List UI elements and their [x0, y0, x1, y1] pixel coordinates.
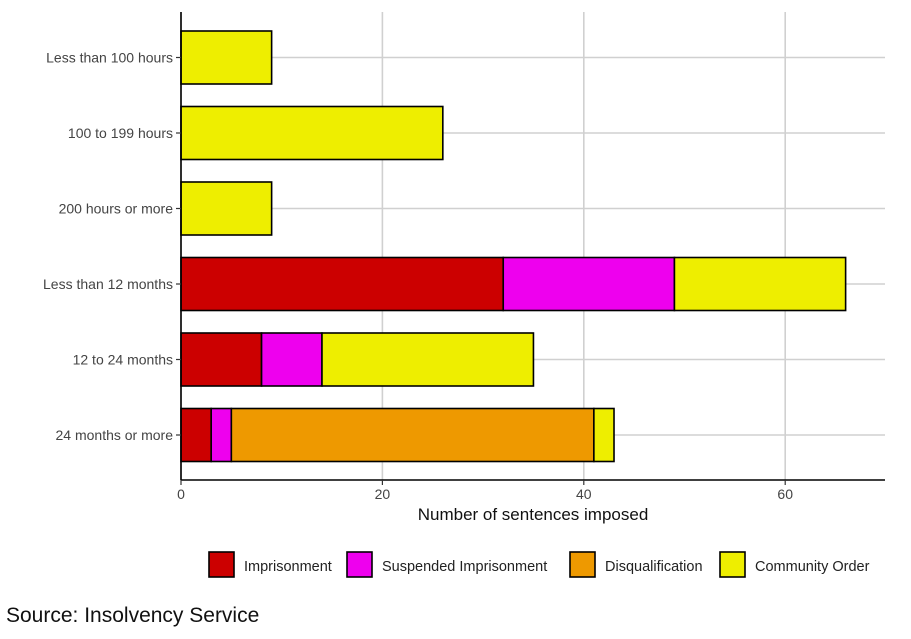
y-tick-label-less-than-100-hours: Less than 100 hours [46, 50, 173, 66]
legend-label-disqualification: Disqualification [605, 559, 703, 575]
y-tick-label-100-to-199-hours: 100 to 199 hours [68, 125, 173, 141]
bar-200-hours-or-more-community-order [180, 181, 273, 236]
bar-less-than-12-months-imprisonment [180, 256, 505, 312]
bar-24-months-or-more-imprisonment [180, 407, 213, 463]
bar-less-than-12-months-community-order [673, 256, 847, 312]
bar-100-to-199-hours-community-order [180, 105, 444, 161]
legend-key-disqualification [569, 551, 596, 578]
axes [180, 12, 885, 481]
bar-24-months-or-more-disqualification [230, 407, 595, 463]
bars [180, 30, 847, 463]
bar-12-to-24-months-suspended-imprisonment [260, 332, 323, 387]
bar-12-to-24-months-imprisonment [180, 332, 263, 387]
legend-label-imprisonment: Imprisonment [244, 559, 332, 575]
stacked-bar-chart: Less than 100 hours 100 to 199 hours 200 h… [43, 12, 885, 578]
bar-12-to-24-months-community-order [321, 332, 535, 387]
bar-24-months-or-more-suspended-imprisonment [210, 407, 233, 463]
bar-less-than-100-hours-community-order [180, 30, 273, 85]
legend-item-imprisonment: Imprisonment [208, 551, 332, 578]
legend-item-community-order: Community Order [719, 551, 870, 578]
legend-key-community-order [719, 551, 746, 578]
y-tick-label-less-than-12-months: Less than 12 months [43, 276, 173, 292]
bar-24-months-or-more-community-order [593, 407, 615, 463]
legend-label-suspended-imprisonment: Suspended Imprisonment [382, 559, 547, 575]
x-tick-label-60: 60 [777, 486, 793, 502]
x-tick-labels: 0 20 40 60 [177, 480, 793, 502]
y-tick-label-12-to-24-months: 12 to 24 months [73, 352, 173, 368]
x-tick-label-40: 40 [576, 486, 592, 502]
y-tick-labels: Less than 100 hours 100 to 199 hours 200 h… [43, 50, 181, 443]
x-axis-title: Number of sentences imposed [418, 505, 649, 524]
y-tick-label-200-hours-or-more: 200 hours or more [59, 201, 174, 217]
bar-less-than-12-months-suspended-imprisonment [502, 256, 676, 312]
legend: Imprisonment Suspended Imprisonment Disqua… [208, 551, 870, 578]
y-tick-label-24-months-or-more: 24 months or more [56, 427, 174, 443]
legend-item-suspended-imprisonment: Suspended Imprisonment [346, 551, 547, 578]
legend-key-suspended-imprisonment [346, 551, 373, 578]
source-note: Source: Insolvency Service [6, 604, 260, 627]
legend-key-imprisonment [208, 551, 235, 578]
x-tick-label-0: 0 [177, 486, 185, 502]
legend-item-disqualification: Disqualification [569, 551, 703, 578]
legend-label-community-order: Community Order [755, 559, 870, 575]
x-tick-label-20: 20 [375, 486, 391, 502]
